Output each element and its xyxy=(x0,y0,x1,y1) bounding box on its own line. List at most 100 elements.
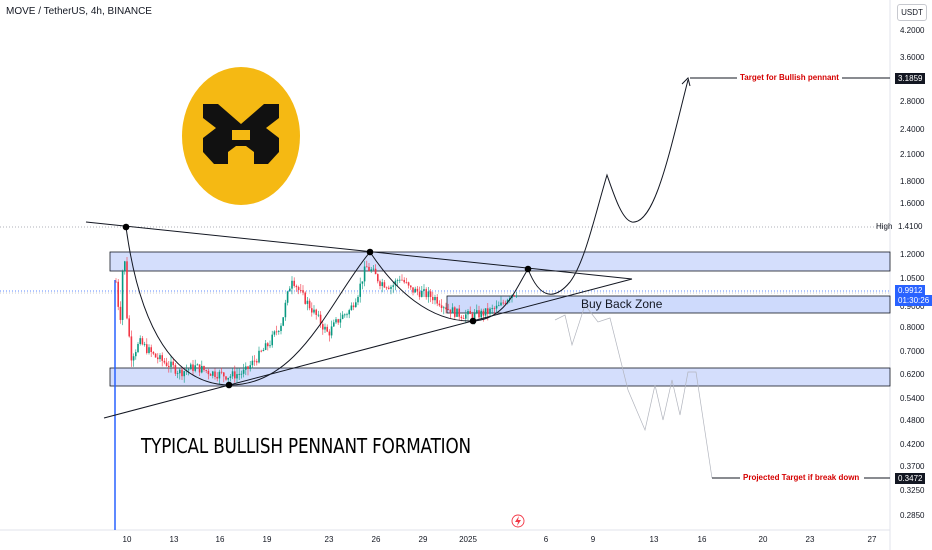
pivot-dot-peak[interactable] xyxy=(366,248,374,256)
pennant-lower-trendline[interactable] xyxy=(103,278,633,419)
buy-back-zone[interactable] xyxy=(446,295,891,314)
x-tick: 27 xyxy=(867,535,877,544)
candle-body xyxy=(119,306,122,320)
candle-body xyxy=(238,373,240,375)
candle-body xyxy=(374,268,377,275)
candle-body xyxy=(198,364,201,373)
candle-body xyxy=(137,343,139,353)
pennant-upper-trendline[interactable] xyxy=(85,221,633,280)
candle-body xyxy=(394,280,397,286)
candle-body xyxy=(440,305,443,309)
candle-body xyxy=(291,280,293,289)
x-tick: 20 xyxy=(758,535,768,544)
candle-body xyxy=(498,305,500,307)
candle-body xyxy=(130,336,133,361)
candle-body xyxy=(284,302,287,318)
lightning-icon[interactable] xyxy=(511,514,525,528)
candle-body xyxy=(201,365,203,373)
y-tick: 0.9000 xyxy=(900,302,925,311)
candle-body xyxy=(236,374,238,379)
candle-body xyxy=(216,376,218,379)
candle-body xyxy=(399,279,401,281)
candle-body xyxy=(341,314,344,319)
candle-body xyxy=(434,296,436,301)
candle-body xyxy=(146,344,148,353)
resistance-zone[interactable] xyxy=(109,251,891,272)
pivot-dot-low[interactable] xyxy=(225,381,233,389)
candle-body xyxy=(190,364,192,370)
y-tick: 2.8000 xyxy=(900,97,925,106)
candle-body xyxy=(449,309,452,314)
bullish-arrow-head xyxy=(681,77,691,87)
candle-body xyxy=(161,355,163,361)
x-tick: 10 xyxy=(122,535,132,544)
pivot-dot-high[interactable] xyxy=(122,223,130,231)
y-tick: 0.2850 xyxy=(900,511,925,520)
candle-body xyxy=(157,357,159,360)
candle-body xyxy=(251,360,254,366)
y-tick: 2.1000 xyxy=(900,150,925,159)
candle-body xyxy=(416,288,419,292)
candle-body xyxy=(174,365,177,374)
candle-body xyxy=(491,308,493,309)
candle-body xyxy=(372,268,375,270)
candle-body xyxy=(436,296,438,304)
candle-body xyxy=(401,279,403,281)
candle-body xyxy=(493,308,496,309)
candle-body xyxy=(363,266,366,282)
candle-body xyxy=(515,295,518,297)
candle-body xyxy=(311,308,313,313)
candle-body xyxy=(203,365,205,370)
pivot-dot-retest[interactable] xyxy=(469,317,477,325)
candles-group xyxy=(115,257,518,385)
candle-body xyxy=(269,345,271,347)
candle-body xyxy=(282,317,284,326)
candle-body xyxy=(324,326,326,330)
candle-body xyxy=(117,281,119,307)
candle-body xyxy=(412,287,414,293)
x-tick: 2025 xyxy=(459,535,477,544)
y-tick: 1.8000 xyxy=(900,177,925,186)
candle-body xyxy=(275,331,278,333)
currency-button[interactable]: USDT xyxy=(897,4,927,21)
x-tick: 16 xyxy=(215,535,225,544)
bullish-projection-path[interactable] xyxy=(527,79,689,295)
candle-body xyxy=(344,314,346,316)
candle-body xyxy=(458,308,460,317)
candle-body xyxy=(467,310,469,315)
bull-target-price-box: 3.1859 xyxy=(895,73,926,84)
candle-body xyxy=(308,300,311,309)
candle-body xyxy=(427,291,430,298)
candle-body xyxy=(390,286,392,289)
candle-body xyxy=(154,353,157,358)
candle-body xyxy=(262,349,265,352)
bull-target-label: Target for Bullish pennant xyxy=(740,73,839,82)
candle-body xyxy=(159,355,161,360)
candle-body xyxy=(407,282,410,286)
candle-body xyxy=(176,373,179,375)
candle-body xyxy=(115,281,117,283)
candle-body xyxy=(487,308,489,314)
candle-body xyxy=(194,365,196,371)
candle-body xyxy=(271,334,273,346)
candle-body xyxy=(451,307,454,314)
candle-body xyxy=(225,376,227,380)
bear-target-price-box: 0.3472 xyxy=(895,473,926,484)
candle-body xyxy=(366,266,368,268)
plot-area[interactable] xyxy=(0,0,890,550)
candle-body xyxy=(132,356,135,361)
support-zone[interactable] xyxy=(109,367,891,387)
candle-body xyxy=(339,318,342,323)
candle-body xyxy=(410,285,412,288)
candle-body xyxy=(319,314,322,325)
candle-body xyxy=(504,302,507,304)
candle-body xyxy=(350,305,353,311)
candle-body xyxy=(513,295,515,297)
candle-body xyxy=(260,350,262,352)
candle-body xyxy=(304,292,306,304)
candle-body xyxy=(209,374,212,376)
pivot-dot-breakout[interactable] xyxy=(524,265,532,273)
candle-body xyxy=(335,319,337,323)
candle-body xyxy=(462,318,465,319)
